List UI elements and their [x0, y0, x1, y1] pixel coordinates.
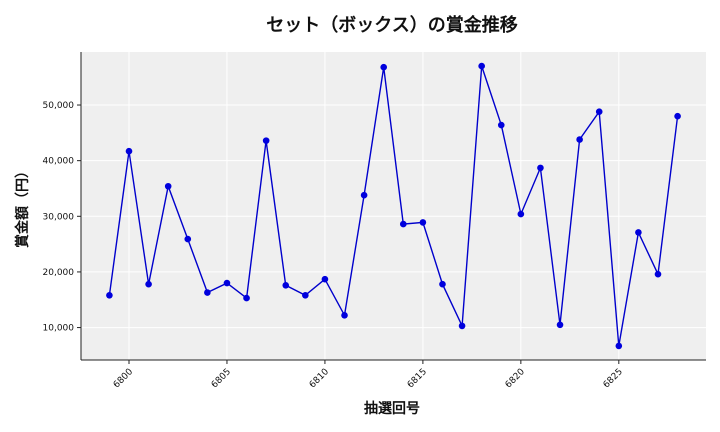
data-point: [125, 147, 133, 155]
data-point: [360, 191, 368, 199]
y-tick-label: 40,000: [43, 157, 75, 167]
chart-title: セット（ボックス）の賞金推移: [266, 14, 517, 36]
data-point: [419, 219, 427, 226]
data-point: [576, 136, 583, 143]
x-axis-label: 抽選回号: [364, 400, 420, 417]
x-tick-label: 6805: [210, 367, 233, 390]
data-point: [399, 220, 407, 228]
x-tick-label: 6815: [406, 367, 429, 390]
y-tick-label: 10,000: [43, 324, 75, 334]
data-point: [164, 182, 172, 190]
x-tick-label: 6820: [504, 367, 527, 390]
data-point: [380, 63, 388, 71]
data-point: [223, 279, 231, 287]
grid: [81, 52, 706, 360]
data-point: [458, 322, 466, 330]
data-point: [517, 210, 525, 218]
data-point: [204, 289, 211, 296]
axes: [77, 52, 706, 364]
data-point: [262, 137, 270, 144]
series: [106, 62, 681, 350]
data-point: [145, 280, 152, 288]
data-point: [439, 280, 446, 288]
data-point: [302, 291, 309, 299]
plot-area: [81, 52, 706, 360]
data-point: [341, 312, 348, 319]
y-tick-label: 30,000: [43, 212, 75, 222]
data-point: [497, 121, 505, 129]
data-point: [478, 62, 485, 70]
y-axis-label: 賞金額（円）: [14, 164, 31, 248]
data-point: [537, 164, 544, 172]
x-tick-label: 6825: [602, 367, 625, 390]
data-point: [106, 291, 113, 299]
y-tick-label: 50,000: [43, 101, 75, 111]
data-point: [184, 235, 192, 243]
y-tick-label: 20,000: [43, 268, 75, 278]
data-point: [674, 112, 681, 120]
data-point: [615, 342, 623, 350]
series-line: [108, 65, 679, 347]
data-point: [654, 270, 662, 278]
x-tick-label: 6800: [112, 367, 135, 390]
data-point: [595, 108, 603, 115]
data-point: [556, 321, 564, 329]
data-point: [282, 281, 290, 289]
data-point: [243, 294, 250, 302]
data-point: [321, 275, 329, 283]
data-point: [635, 229, 642, 236]
x-tick-label: 6810: [308, 367, 331, 390]
